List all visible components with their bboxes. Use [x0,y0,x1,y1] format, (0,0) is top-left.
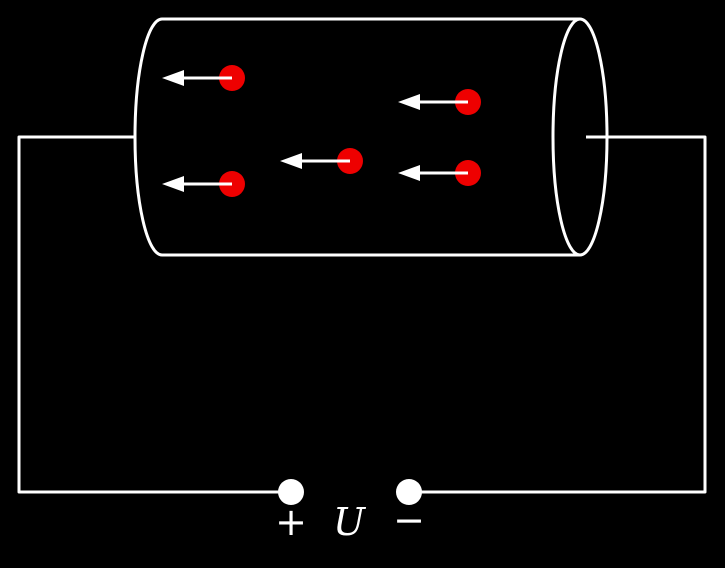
charge-4 [398,89,481,115]
charge-2 [162,171,245,197]
wire-right [420,135,707,494]
circuit-wire [17,135,707,494]
negative-sign-label: − [393,498,425,542]
positive-terminal [278,479,304,505]
velocity-arrow-head [398,165,420,181]
charge-3 [280,148,363,174]
charge-group [162,65,481,197]
conductor-cylinder [133,17,609,257]
voltage-label: U [333,500,367,544]
negative-terminal [396,479,422,505]
charge-1 [162,65,245,91]
velocity-arrow-head [280,153,302,169]
cylinder-front-face [551,17,609,257]
velocity-arrow-head [162,176,184,192]
velocity-arrow-head [162,70,184,86]
positive-sign-label: + [275,500,307,544]
velocity-arrow-head [398,94,420,110]
wire-left [17,135,280,494]
charge-5 [398,160,481,186]
cylinder-back-rim [133,17,163,257]
voltage-source [278,479,422,505]
